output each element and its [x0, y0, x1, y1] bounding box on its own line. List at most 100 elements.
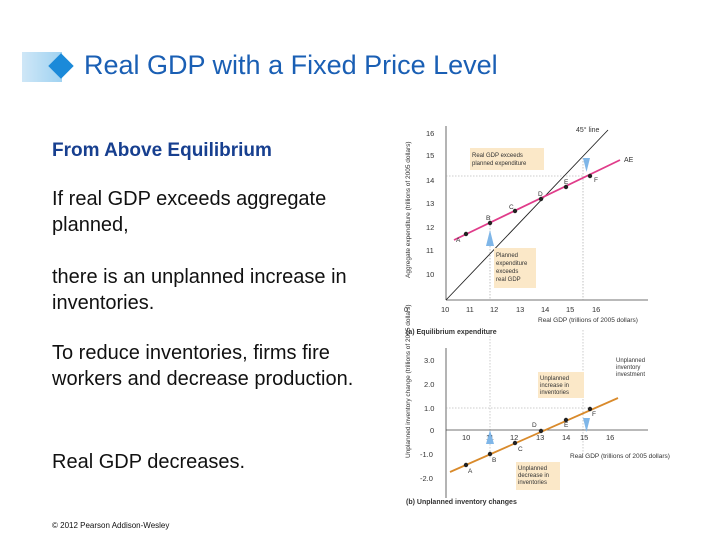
fig-b-note-bottom-box: [516, 462, 560, 490]
fig-b-note-top-box: [538, 372, 584, 398]
fig-b-arrow-down: [583, 418, 590, 432]
fig-b-xtick: 12: [510, 433, 518, 442]
fig-b-point-e: [563, 417, 569, 423]
fig-a-point-e: [563, 184, 569, 190]
fig-b-note-bottom: Unplanned decrease in inventories: [518, 466, 551, 486]
fig-a-ytick: 12: [426, 223, 434, 232]
fig-b-note-bottom-line1: Unplanned: [518, 466, 547, 472]
fig-a-note-top-box: [470, 148, 544, 170]
fig-a-xtick: 13: [516, 305, 524, 314]
fig-b-ylabel: Unplanned inventory change (trillions of…: [405, 304, 412, 458]
fig-b-point-label: A: [468, 468, 473, 475]
fig-a-point-f: [587, 173, 593, 179]
paragraph-4: Real GDP decreases.: [52, 451, 246, 473]
fig-a-xtick: 14: [541, 305, 549, 314]
fig-a-ytick: 16: [426, 129, 434, 138]
fig-b-point-label: C: [518, 446, 523, 453]
fig-b-point-label: D: [532, 422, 537, 429]
fig-a-xlabel: Real GDP (trillions of 2005 dollars): [538, 317, 638, 324]
fig-a-note-top: Real GDP exceeds planned expenditure: [472, 153, 527, 167]
fig-b-xtick: 15: [580, 433, 588, 442]
fig-b-arrow-up: [486, 430, 494, 444]
fig-a-yticks: 16 15 14 13 12 11 10: [426, 129, 434, 279]
fig-b-xtick: 10: [462, 433, 470, 442]
fig-a-note-top-line1: Real GDP exceeds: [472, 153, 523, 159]
fig-b-line-label-3: investment: [616, 372, 645, 378]
fig-b-note-top: Unplanned increase in inventories: [540, 376, 571, 396]
fig-a-xtick: 11: [466, 305, 474, 314]
fig-a-point-d: [538, 196, 544, 202]
fig-b-xtick: 14: [562, 433, 570, 442]
fig-a-ytick: 11: [426, 246, 434, 255]
fig-a-note-bottom-line3: exceeds: [496, 269, 518, 275]
fig-a-point-b: [487, 220, 493, 226]
fig-a-caption: (a) Equilibrium expenditure: [406, 329, 497, 336]
fig-a-note-bottom-line2: expenditure: [496, 261, 528, 267]
fig-b-point-c: [512, 440, 518, 446]
fig-b-line-label-2: inventory: [616, 365, 640, 371]
fig-a-point-label: F: [594, 177, 598, 184]
fig-b-line-label-1: Unplanned: [616, 358, 645, 364]
paragraph-2: there is an unplanned increase in invent…: [52, 266, 347, 314]
fig-a-point-label: E: [564, 179, 569, 186]
fig-a-ytick: 15: [426, 151, 434, 160]
fig-b-note-top-line3: inventories: [540, 390, 569, 396]
fig-a-xtick: 10: [441, 305, 449, 314]
fig-b-xticks: 10 11 12 13 14 15 16: [462, 433, 614, 442]
paragraph-3: To reduce inventories, firms fire worker…: [52, 342, 354, 390]
fig-a-note-top-line2: planned expenditure: [472, 161, 527, 167]
slide-title: Real GDP with a Fixed Price Level: [84, 50, 498, 80]
subheading: From Above Equilibrium: [52, 140, 272, 161]
fig-b-ytick: 1.0: [424, 404, 434, 413]
fig-b-yticks: 3.0 2.0 1.0 0 -1.0 -2.0: [420, 356, 434, 483]
fig-b-point-label: E: [564, 422, 569, 429]
fig-b-ytick: 3.0: [424, 356, 434, 365]
fig-a-xtick: 0: [404, 305, 408, 314]
fig-a-xtick: 12: [490, 305, 498, 314]
fig-a-ytick: 14: [426, 176, 434, 185]
paragraph-1: If real GDP exceeds aggregate planned,: [52, 188, 327, 236]
fig-a-ae-line: [453, 159, 621, 241]
fig-a-point-label: B: [486, 215, 490, 222]
fig-b-ytick: -2.0: [420, 474, 433, 483]
fig-b-xtick: 13: [536, 433, 544, 442]
fig-a-ytick: 13: [426, 199, 434, 208]
fig-a-ytick: 10: [426, 270, 434, 279]
fig-a-point-a: [463, 231, 469, 237]
fig-a-point-c: [512, 208, 518, 214]
fig-b-point-a: [463, 462, 469, 468]
fig-b-caption: (b) Unplanned inventory changes: [406, 499, 517, 506]
fig-a-xticks: 0 10 11 12 13 14 15 16: [404, 305, 600, 314]
fig-b-point-b: [487, 451, 493, 457]
fig-a-xtick: 15: [566, 305, 574, 314]
fig-b-ytick: 0: [430, 426, 434, 435]
fig-a-45-label: 45° line: [576, 126, 600, 134]
fig-b-ytick: 2.0: [424, 380, 434, 389]
fig-b-ytick: -1.0: [420, 450, 433, 459]
fig-a-xtick: 16: [592, 305, 600, 314]
fig-a-45-line: [445, 129, 609, 301]
fig-a-arrow-down: [583, 158, 590, 172]
fig-b-point-label: B: [492, 457, 496, 464]
fig-a-point-label: A: [456, 237, 461, 244]
fig-b-xlabel: Real GDP (trillions of 2005 dollars): [570, 453, 670, 460]
fig-a-note-bottom-box: [494, 248, 536, 288]
fig-b-line-label: Unplanned inventory investment: [616, 358, 647, 378]
fig-b-point-d: [538, 428, 544, 434]
fig-a-note-bottom-line1: Planned: [496, 253, 518, 259]
fig-b-note-top-line1: Unplanned: [540, 376, 569, 382]
fig-b-note-top-line2: increase in: [540, 383, 569, 389]
fig-b-note-bottom-line3: inventories: [518, 480, 547, 486]
fig-b-xtick: 16: [606, 433, 614, 442]
fig-b-note-bottom-line2: decrease in: [518, 473, 549, 479]
fig-b-point-label: F: [592, 411, 596, 418]
fig-a-note-bottom: Planned expenditure exceeds real GDP: [496, 253, 529, 283]
economics-figure: Aggregate expenditure (trillions of 2005…: [404, 126, 670, 506]
fig-a-ylabel: Aggregate expenditure (trillions of 2005…: [405, 141, 412, 278]
fig-a-ae-label: AE: [624, 157, 634, 164]
copyright: © 2012 Pearson Addison-Wesley: [52, 521, 170, 530]
fig-a-note-bottom-line4: real GDP: [496, 277, 521, 283]
fig-b-point-f: [587, 406, 593, 412]
fig-a-point-label: C: [509, 204, 514, 211]
fig-a-arrow-up: [486, 230, 494, 246]
